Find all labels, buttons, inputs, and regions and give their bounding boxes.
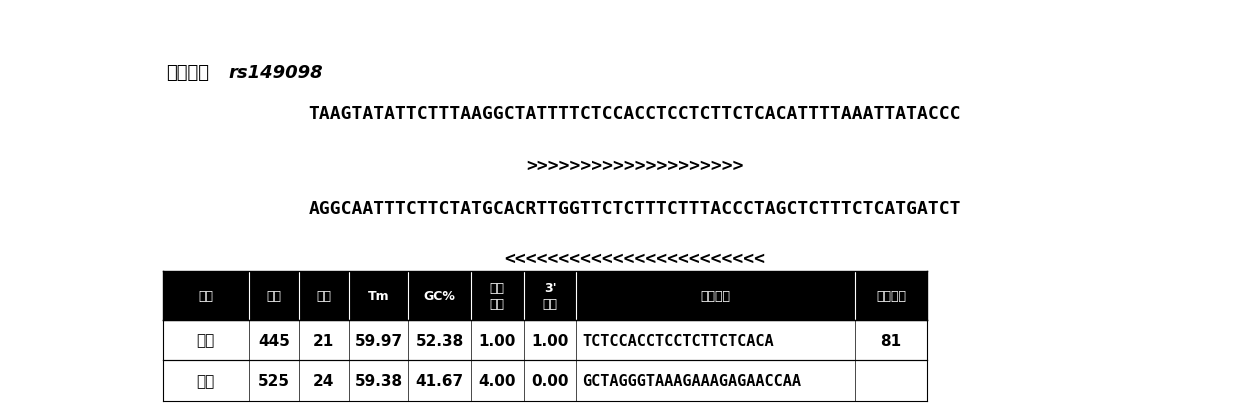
Text: GCTAGGGTAAAGAAAGAGAACCAA: GCTAGGGTAAAGAAAGAGAACCAA (582, 373, 802, 388)
Text: 41.67: 41.67 (415, 373, 463, 388)
Text: Tm: Tm (368, 289, 389, 302)
Bar (162, 320, 927, 360)
Text: 59.97: 59.97 (354, 333, 403, 347)
Text: 起始: 起始 (266, 289, 281, 302)
Text: 长度: 长度 (316, 289, 331, 302)
Text: TCTCCACCTCCTCTTCTCACA: TCTCCACCTCCTCTTCTCACA (582, 333, 774, 347)
Text: 21: 21 (313, 333, 335, 347)
Bar (162, 272, 927, 320)
Text: 24: 24 (313, 373, 335, 388)
Text: 0.00: 0.00 (532, 373, 569, 388)
Text: 序列号：: 序列号： (166, 64, 209, 82)
Text: <<<<<<<<<<<<<<<<<<<<<<<<: <<<<<<<<<<<<<<<<<<<<<<<< (504, 250, 766, 268)
Bar (162, 360, 927, 401)
Text: GC%: GC% (424, 289, 456, 302)
Text: >>>>>>>>>>>>>>>>>>>>: >>>>>>>>>>>>>>>>>>>> (527, 156, 743, 174)
Text: 52.38: 52.38 (415, 333, 463, 347)
Text: AGGCAATTTCTTCTATGCACRTTGGTTCTCTTTCTTTACCCTAGCTCTTTCTCATGATCT: AGGCAATTTCTTCTATGCACRTTGGTTCTCTTTCTTTACC… (309, 200, 961, 218)
Text: 525: 525 (258, 373, 290, 388)
Text: 3'
互补: 3' 互补 (543, 281, 558, 310)
Text: 59.38: 59.38 (354, 373, 403, 388)
Text: 产物大小: 产物大小 (876, 289, 906, 302)
Text: 正向: 正向 (197, 333, 214, 347)
Text: 任何
互补: 任何 互补 (489, 281, 504, 310)
Text: 引物序列: 引物序列 (700, 289, 731, 302)
Text: 反向: 反向 (197, 373, 214, 388)
Text: 4.00: 4.00 (478, 373, 515, 388)
Text: 1.00: 1.00 (532, 333, 569, 347)
Text: 445: 445 (258, 333, 290, 347)
Text: TAAGTATATTCTTTAAGGCTATTTTCTCCACCTCCTCTTCTCACATTTTAAATTATACCC: TAAGTATATTCTTTAAGGCTATTTTCTCCACCTCCTCTTC… (309, 105, 961, 123)
Text: 1.00: 1.00 (478, 333, 515, 347)
Text: 81: 81 (881, 333, 902, 347)
Text: 方向: 方向 (198, 289, 213, 302)
Text: rs149098: rs149098 (229, 64, 323, 82)
